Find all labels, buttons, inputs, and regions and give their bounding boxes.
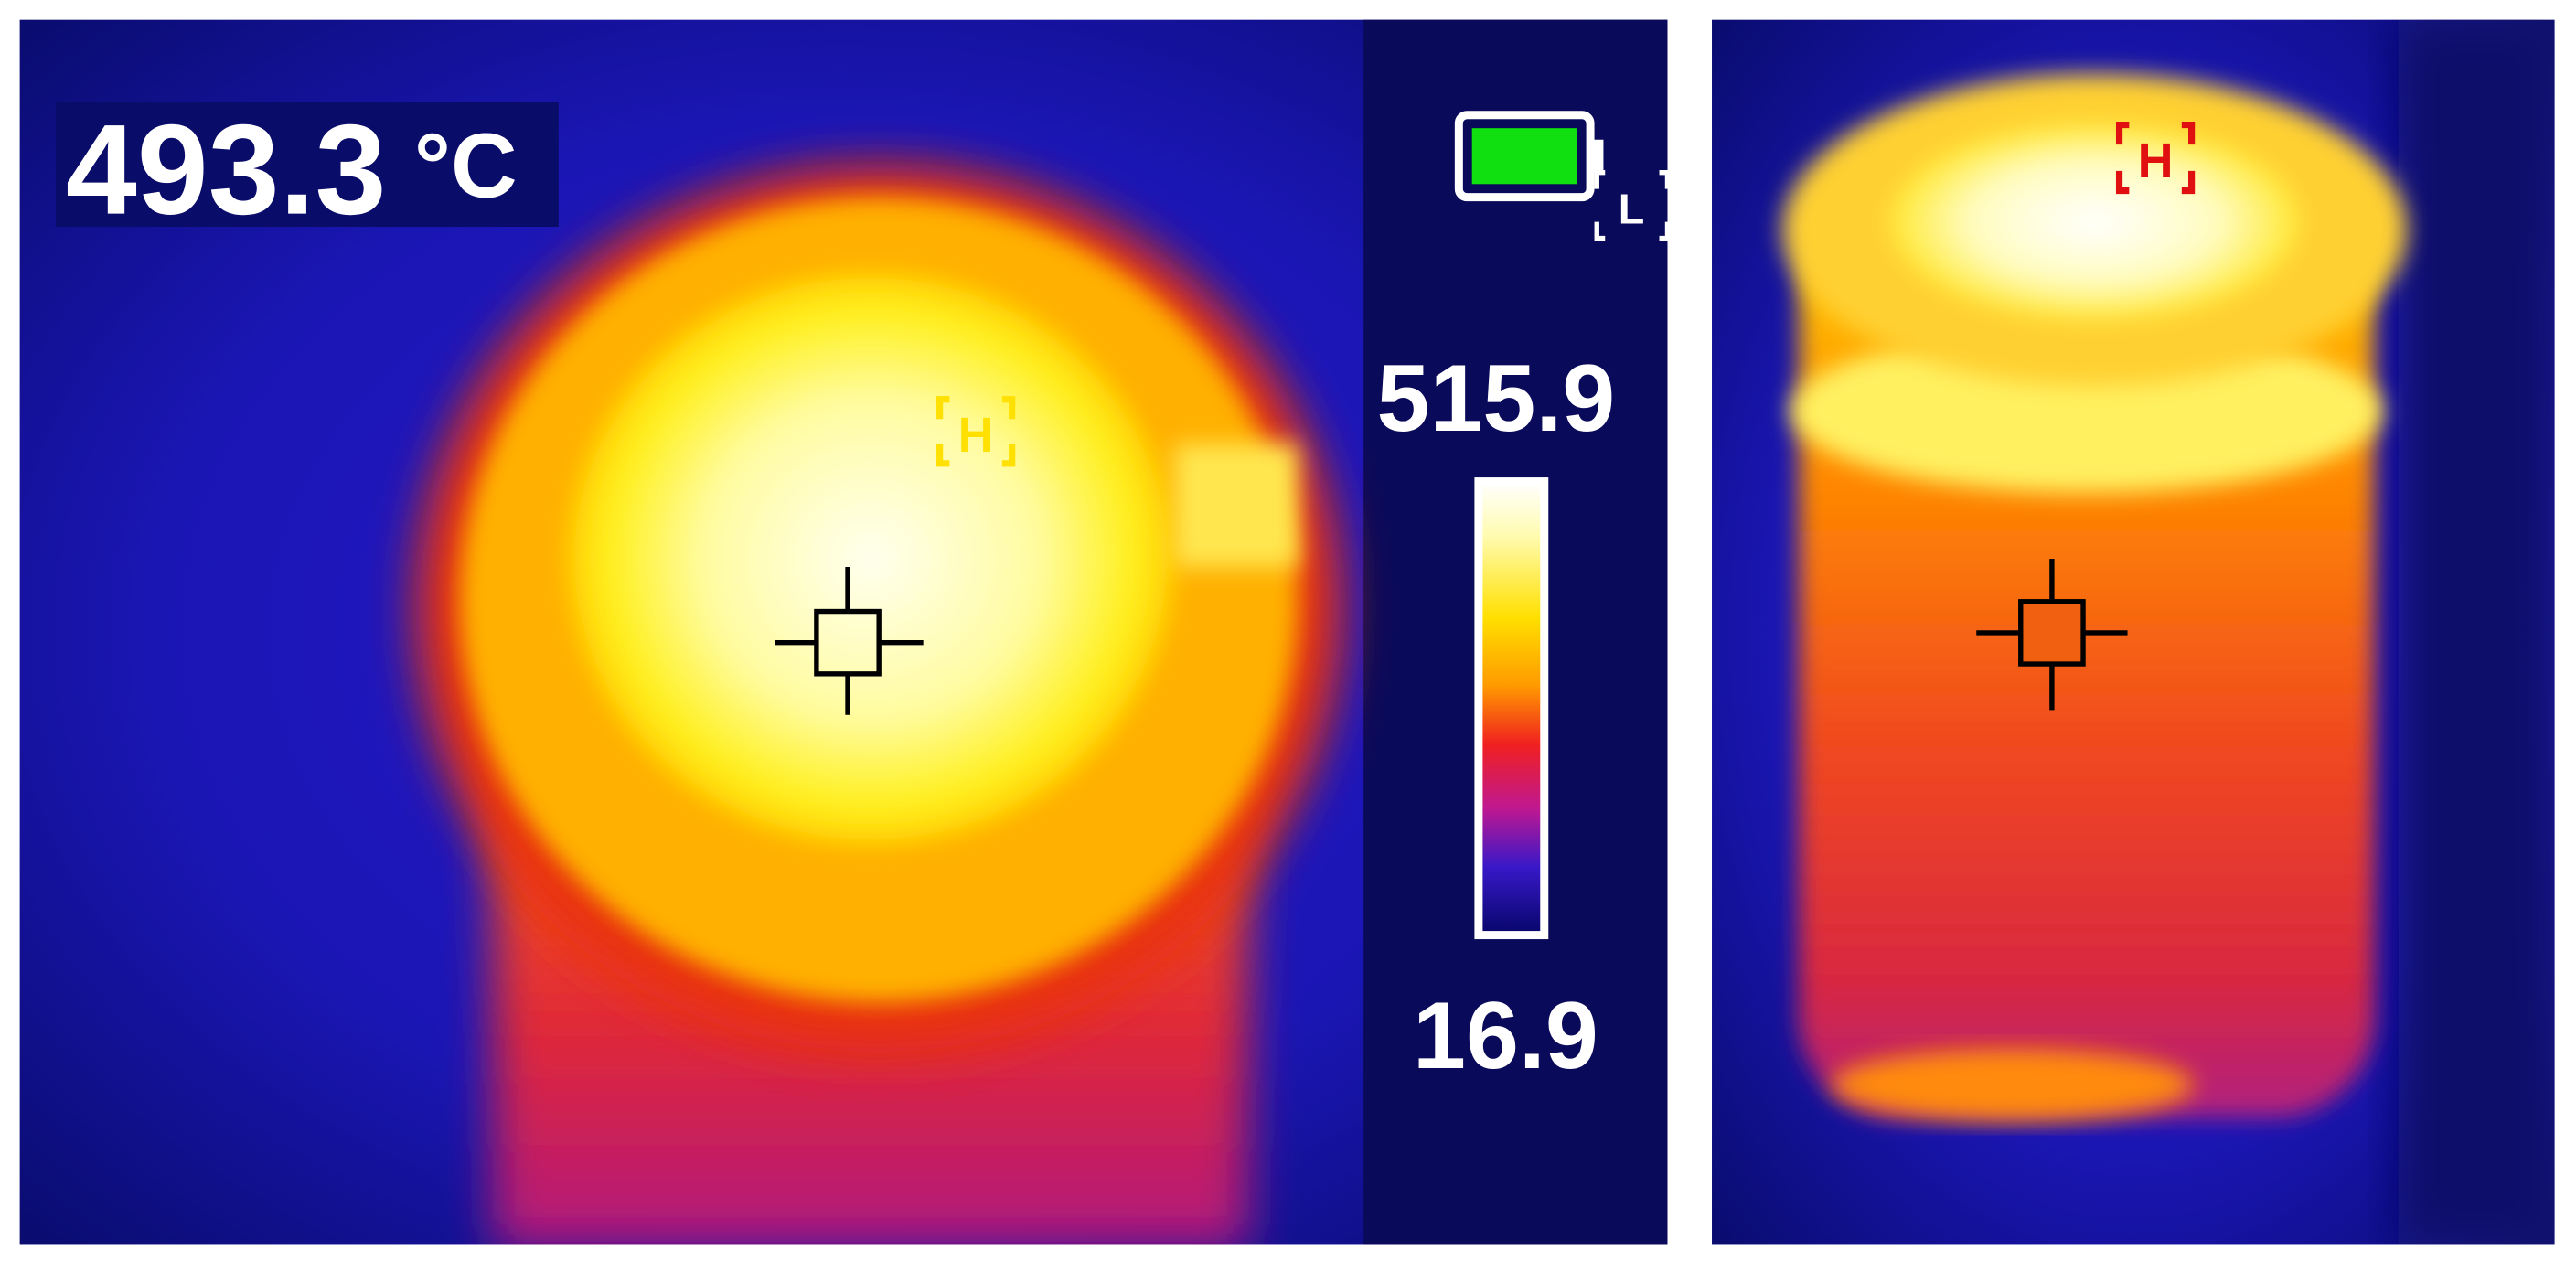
- object-core: [566, 271, 1175, 847]
- cold-marker-frame: [1594, 170, 1671, 241]
- cylinder-top: [1889, 123, 2301, 321]
- cylinder-band: [1790, 328, 2383, 494]
- cold-marker-label: L: [1619, 185, 1645, 232]
- battery-icon: [1454, 111, 1604, 202]
- left-thermal-image: [19, 19, 1668, 1245]
- hot-marker-frame: [936, 396, 1016, 467]
- crosshair-right: [1976, 559, 2128, 711]
- hot-marker-frame: [2115, 121, 2196, 195]
- right-thermal-image: [1712, 19, 2555, 1245]
- scale-max: 515.9: [1377, 346, 1616, 452]
- crosshair-lines: [775, 567, 924, 715]
- hot-marker-label: H: [958, 408, 994, 463]
- battery-tip: [1590, 139, 1604, 173]
- battery-level: [1471, 128, 1577, 185]
- hot-marker-right: H: [2115, 121, 2196, 195]
- cylinder-base-glow: [1832, 1048, 2194, 1121]
- color-scale: [1474, 477, 1549, 940]
- cold-marker: L: [1594, 170, 1671, 241]
- temperature-reading: 493.3: [66, 98, 387, 241]
- object-handle: [1174, 444, 1299, 568]
- temperature-unit: °C: [414, 115, 518, 218]
- reading-backdrop: [56, 102, 559, 228]
- hot-marker-left: H: [936, 396, 1016, 467]
- crosshair-lines: [1976, 559, 2128, 711]
- scale-min: 16.9: [1413, 983, 1598, 1089]
- crosshair-box: [2018, 599, 2086, 667]
- hot-marker-label: H: [2138, 134, 2174, 188]
- background-shadow: [2398, 19, 2555, 1245]
- crosshair-left: [775, 567, 924, 715]
